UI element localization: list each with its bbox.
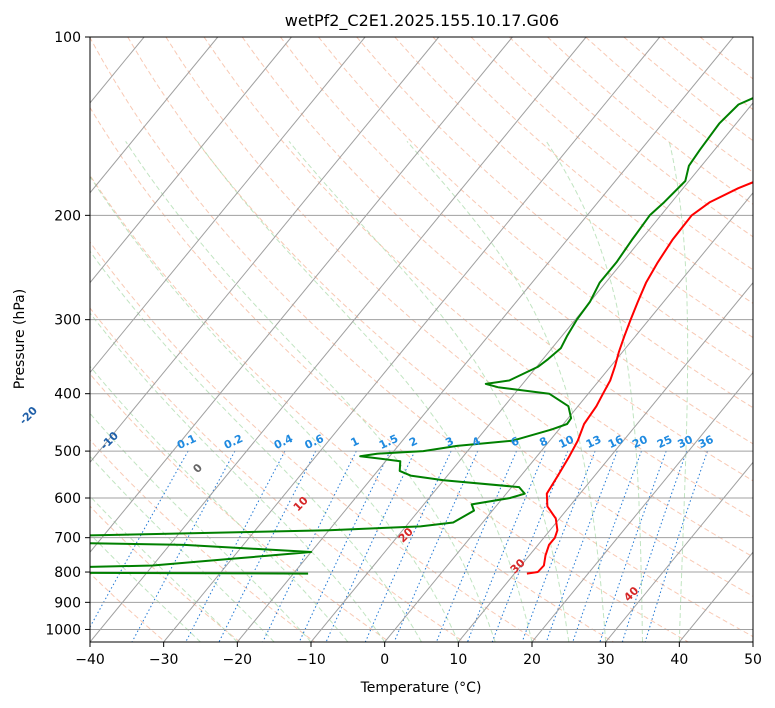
dry-adiabat xyxy=(432,37,753,304)
dry-adiabat xyxy=(203,37,753,519)
dry-adiabat xyxy=(90,307,465,642)
isotherm xyxy=(90,37,366,374)
mixing-ratio-label: 13 xyxy=(584,433,603,451)
mixing-ratio-line xyxy=(545,450,618,642)
isotherm xyxy=(605,461,753,642)
mixing-ratio-line xyxy=(644,450,708,642)
mixing-ratio-label: 16 xyxy=(606,433,626,451)
isotherm xyxy=(90,37,587,642)
mixing-ratio-label: 20 xyxy=(630,433,650,451)
mixing-ratio-line xyxy=(521,450,596,642)
isotherm xyxy=(236,37,734,642)
dewpoint-profile xyxy=(90,97,753,575)
dry-adiabat xyxy=(90,505,241,642)
y-tick-label: 300 xyxy=(54,313,81,329)
mixing-ratio-line xyxy=(185,450,286,642)
mixing-ratio-line xyxy=(298,450,391,642)
mixing-ratio-label: 25 xyxy=(655,433,674,451)
mixing-ratio-line xyxy=(599,450,667,642)
temperature-profile xyxy=(526,181,753,575)
x-tick-label: 40 xyxy=(670,652,688,668)
isotherm xyxy=(163,37,661,642)
x-tick-label: −20 xyxy=(223,652,253,668)
dry-adiabat xyxy=(90,106,689,642)
isotherm xyxy=(90,37,513,553)
mixing-ratio-line xyxy=(467,450,546,642)
dry-adiabat xyxy=(90,373,390,642)
dry-adiabat xyxy=(90,572,166,642)
x-tick-label: 20 xyxy=(523,652,541,668)
y-tick-label: 100 xyxy=(54,30,81,46)
chart-title: wetPf2_C2E1.2025.155.10.17.G06 xyxy=(285,11,559,31)
x-tick-label: 50 xyxy=(744,652,762,668)
y-tick-label: 600 xyxy=(54,491,81,507)
isotherm xyxy=(90,37,219,194)
mixing-ratio-label: 36 xyxy=(696,433,716,451)
mixing-ratio-line xyxy=(491,450,569,642)
mixing-ratio-line xyxy=(572,450,642,642)
isotherm xyxy=(310,102,753,642)
mixing-ratio-line xyxy=(621,450,688,642)
mixing-ratio-label: 30 xyxy=(676,433,696,451)
dry-adiabat xyxy=(90,241,540,642)
isotherm xyxy=(457,281,753,642)
x-tick-label: −40 xyxy=(75,652,105,668)
isotherm xyxy=(531,371,753,642)
y-tick-label: 400 xyxy=(54,387,81,403)
y-tick-label: 700 xyxy=(54,531,81,547)
x-tick-label: 30 xyxy=(597,652,615,668)
mixing-ratio-line xyxy=(262,450,357,642)
y-tick-label: 200 xyxy=(54,208,81,224)
dry-adiabat xyxy=(394,37,753,339)
y-axis-label: Pressure (hPa) xyxy=(12,289,28,389)
isoline-labels: -100-90-80-70-60-50-40-30-20-10010203040… xyxy=(17,404,716,604)
y-tick-label: 1000 xyxy=(45,622,81,638)
x-tick-label: 10 xyxy=(449,652,467,668)
dry-adiabat xyxy=(90,174,614,642)
dry-adiabat xyxy=(90,439,316,642)
isotherm xyxy=(384,192,753,642)
mixing-ratio-line xyxy=(325,450,416,642)
axis-ticks: −40 −30 −20 −10 0 10 20 30 40 50 100 200 300 400 500 60… xyxy=(45,30,762,668)
dry-adiabat xyxy=(90,37,753,638)
y-tick-label: 800 xyxy=(54,565,81,581)
grid-lines xyxy=(90,37,753,642)
plot-frame xyxy=(89,36,754,643)
x-tick-label: −10 xyxy=(296,652,326,668)
mixing-ratio-line xyxy=(218,450,317,642)
mixing-ratio-label: 10 xyxy=(557,433,577,451)
mixing-ratio-line xyxy=(90,450,189,629)
isotherm xyxy=(90,37,292,284)
x-axis-label: Temperature (°C) xyxy=(360,680,482,696)
x-tick-label: 0 xyxy=(380,652,389,668)
y-tick-label: 500 xyxy=(54,444,81,460)
x-tick-label: −30 xyxy=(149,652,179,668)
y-tick-label: 900 xyxy=(54,595,81,611)
isotherm xyxy=(90,37,440,464)
series-layer xyxy=(90,97,753,575)
